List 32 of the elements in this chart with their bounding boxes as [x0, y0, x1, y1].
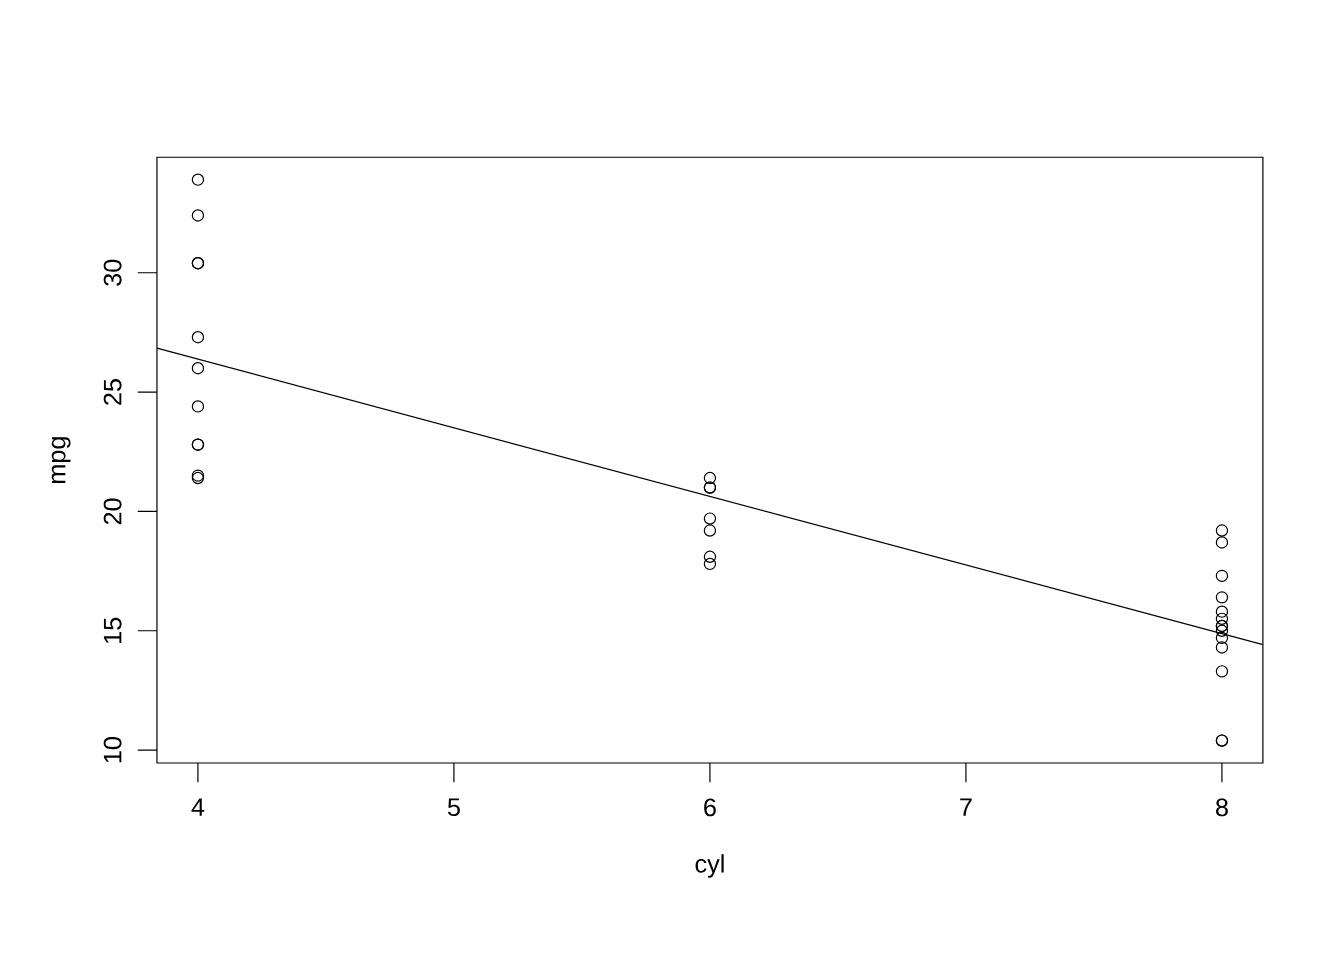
point — [191, 400, 205, 413]
x-tick-label: 4 — [191, 798, 205, 816]
x-tick-label: 8 — [1216, 798, 1228, 817]
point — [703, 550, 717, 563]
point — [1215, 591, 1229, 604]
point — [191, 173, 205, 186]
point — [191, 331, 205, 344]
point — [1215, 612, 1229, 626]
y-tick-label: 10 — [103, 737, 122, 763]
point — [1215, 524, 1229, 537]
point — [191, 362, 205, 375]
point — [1215, 665, 1229, 678]
y-tick-label: 25 — [103, 379, 122, 405]
y-axis-title: mpg — [51, 437, 71, 484]
y-tick-label: 20 — [103, 498, 122, 525]
point — [703, 512, 717, 525]
point — [1215, 631, 1229, 645]
point — [1215, 569, 1229, 583]
point — [1215, 605, 1229, 618]
point — [703, 557, 717, 571]
x-tick-label: 5 — [447, 798, 460, 817]
x-tick-label: 6 — [704, 798, 716, 817]
point — [703, 524, 717, 537]
point — [1215, 536, 1229, 549]
x-tick-label: 7 — [960, 798, 972, 816]
point — [191, 209, 205, 222]
point — [1215, 641, 1229, 654]
point — [1215, 624, 1229, 637]
point — [703, 471, 717, 485]
x-axis-title: cyl — [695, 854, 724, 878]
y-tick-label: 15 — [103, 617, 122, 643]
y-tick-label: 30 — [103, 259, 122, 286]
